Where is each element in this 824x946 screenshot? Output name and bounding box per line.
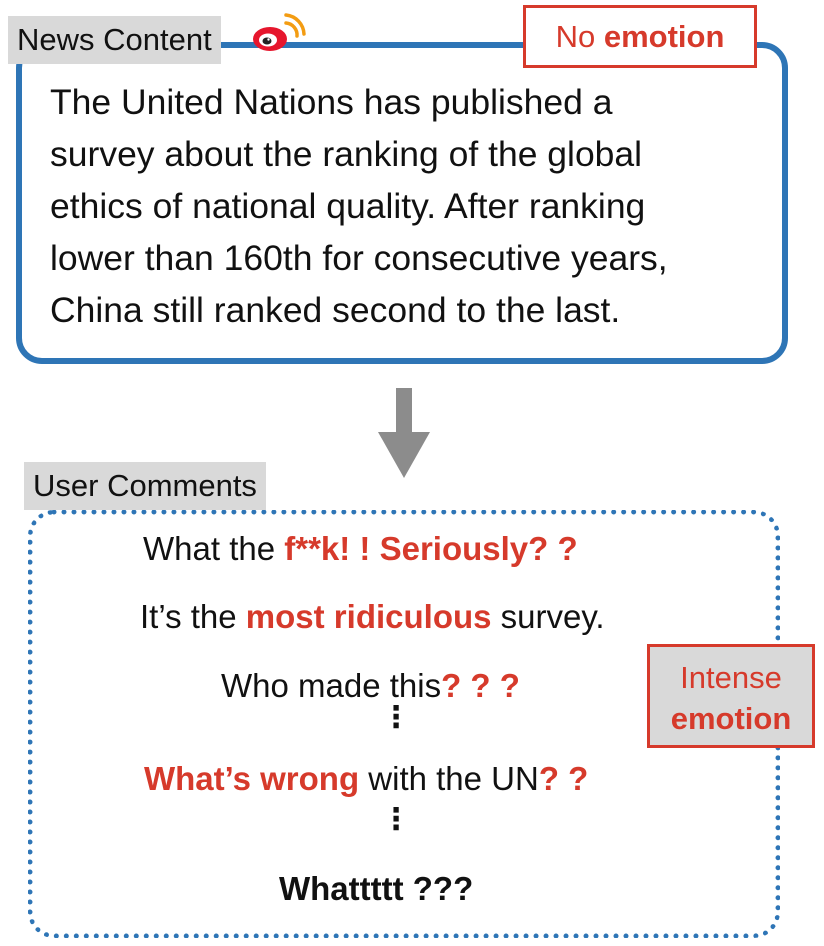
news-text: The United Nations has published a surve…: [50, 76, 780, 336]
comment-1-emphasis: f**k! ! Seriously? ?: [284, 530, 578, 567]
comment-4: What’s wrong with the UN? ?: [144, 760, 588, 798]
comment-2-text: It’s the: [140, 598, 246, 635]
intense-emotion-badge: Intense emotion: [647, 644, 815, 748]
comment-4-emphasis: What’s wrong: [144, 760, 360, 797]
comment-2-tail: survey.: [491, 598, 605, 635]
comment-5: Whattttt ???: [279, 870, 474, 907]
no-emotion-prefix: No: [555, 19, 596, 54]
user-comments-label: User Comments: [24, 462, 266, 510]
comment-1-text: What the: [143, 530, 285, 567]
news-content-label: News Content: [8, 16, 221, 64]
no-emotion-badge: No emotion: [523, 5, 757, 68]
comment-3: Who made this? ? ?: [221, 667, 520, 705]
intense-emotion-line2: emotion: [670, 701, 792, 736]
arrow-down-icon: [378, 388, 430, 478]
news-content-box: [16, 42, 788, 364]
comment-1: What the f**k! ! Seriously? ?: [143, 530, 578, 568]
news-line: China still ranked second to the last.: [50, 290, 621, 330]
comment-3-emphasis: ? ? ?: [441, 667, 520, 704]
comment-3-text: Who made this: [221, 667, 442, 704]
news-line: lower than 160th for consecutive years,: [50, 238, 668, 278]
news-line: survey about the ranking of the global: [50, 134, 643, 174]
comment-4-text: with the UN: [359, 760, 539, 797]
news-line: ethics of national quality. After rankin…: [50, 186, 646, 226]
ellipsis-vertical: ⋮: [381, 803, 411, 836]
comment-4-tail: ? ?: [538, 760, 589, 797]
intense-emotion-line1: Intense: [680, 660, 782, 695]
ellipsis-vertical: ⋮: [381, 701, 411, 734]
no-emotion-word: emotion: [603, 19, 725, 54]
news-line: The United Nations has published a: [50, 82, 613, 122]
comment-2: It’s the most ridiculous survey.: [140, 598, 605, 636]
weibo-logo-icon: [253, 13, 306, 51]
comment-2-emphasis: most ridiculous: [245, 598, 492, 635]
